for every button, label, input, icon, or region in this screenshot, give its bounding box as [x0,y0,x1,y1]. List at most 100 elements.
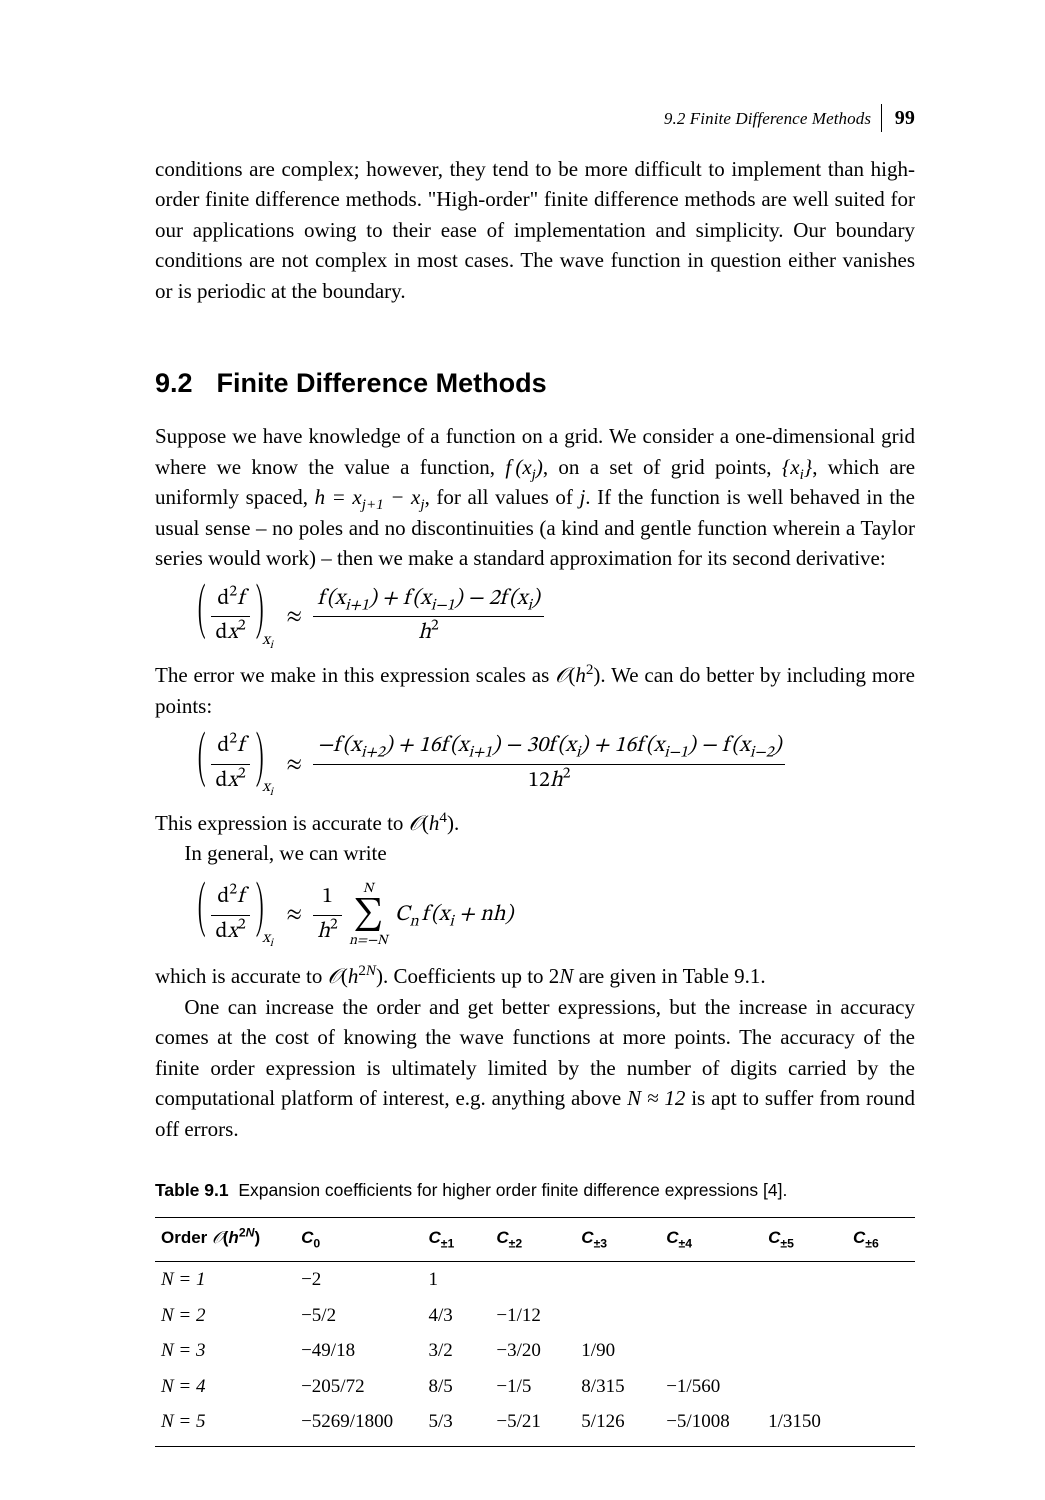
sum-top: N [349,879,388,899]
cell: 3/2 [422,1333,490,1369]
cell: 5/126 [575,1404,660,1446]
cell: −5/21 [490,1404,575,1446]
table-row: N = 2 −5/2 4/3 −1/12 [155,1298,915,1334]
cell: 1 [422,1262,490,1298]
cell [660,1262,762,1298]
order-h2: 𝒪 [555,663,568,687]
equation-3: ( d2f dx2 )xi ≈ 1 h2 N ∑ n=−N Cn f (xi +… [197,879,915,952]
paren-left: ( [198,573,206,660]
math-inline-h: h = xj+1 − xj [315,485,425,509]
cell [490,1262,575,1298]
cell [847,1262,915,1298]
cell-order: N = 2 [155,1298,295,1334]
math-n12: N ≈ 12 [627,1086,685,1110]
coefficients-table: Order 𝒪(h2N) C0 C±1 C±2 C±3 C±4 C±5 C±6 … [155,1217,915,1446]
table-body: N = 1 −2 1 N = 2 −5/2 4/3 −1/12 [155,1262,915,1447]
math-N: N [559,964,573,988]
para-general: In general, we can write [155,838,915,868]
running-rule [881,104,882,132]
cell: −5/2 [295,1298,422,1334]
page: 9.2 Finite Difference Methods 99 conditi… [0,0,1045,1500]
heading-title: Finite Difference Methods [217,368,547,398]
cell-order: N = 3 [155,1333,295,1369]
th-c5: C±5 [762,1218,847,1262]
text-fragment: , for all values of [425,485,580,509]
math-inline-fxj: f (xj) [505,455,543,479]
cell: −1/5 [490,1369,575,1405]
para-which: which is accurate to 𝒪(h2N). Coefficient… [155,961,915,991]
text-fragment: which is accurate to [155,964,328,988]
th-c6: C±6 [847,1218,915,1262]
table-header-row: Order 𝒪(h2N) C0 C±1 C±2 C±3 C±4 C±5 C±6 [155,1218,915,1262]
cell [847,1333,915,1369]
cell: 4/3 [422,1298,490,1334]
math-inline-set: {xi} [782,455,812,479]
para-accurate: This expression is accurate to 𝒪(h4). [155,808,915,838]
cell [762,1369,847,1405]
approx-sign: ≈ [286,606,302,628]
cell: −1/560 [660,1369,762,1405]
para-setup: Suppose we have knowledge of a function … [155,421,915,573]
sum-bottom: n=−N [349,931,388,951]
equation-2: ( d2f dx2 )xi ≈ −f (xi+2) + 16f (xi+1) −… [197,731,915,798]
cell: 8/5 [422,1369,490,1405]
cell [575,1298,660,1334]
d2f-dx2: d2f dx2 [211,584,249,651]
eq1-rhs: f (xi+1) + f (xi−1) − 2f (xi) h2 [313,584,544,651]
cell: 5/3 [422,1404,490,1446]
th-order: Order 𝒪(h2N) [155,1218,295,1262]
eq3-body: Cn f (xi + nh) [395,904,513,926]
cell: −5/1008 [660,1404,762,1446]
cell: −205/72 [295,1369,422,1405]
text-fragment: The error we make in this expression sca… [155,663,555,687]
running-section: 9.2 Finite Difference Methods [664,109,871,128]
cell-order: N = 5 [155,1404,295,1446]
cell [575,1262,660,1298]
cell [847,1298,915,1334]
cell: −5269/1800 [295,1404,422,1446]
cell [847,1404,915,1446]
eq3-prefac-num: 1 [313,882,342,914]
table-label: Table 9.1 [155,1180,229,1200]
cell-order: N = 1 [155,1262,295,1298]
cell [762,1333,847,1369]
cell: −1/12 [490,1298,575,1334]
table-caption-text: Expansion coefficients for higher order … [238,1180,787,1200]
eq-sub: xi [262,632,273,648]
order-h4: 𝒪 [409,811,422,835]
section-heading: 9.2 Finite Difference Methods [155,364,915,403]
cell: 8/315 [575,1369,660,1405]
text-fragment: , on a set of grid points, [543,455,782,479]
cell: −3/20 [490,1333,575,1369]
cell [660,1333,762,1369]
cell: 1/3150 [762,1404,847,1446]
para-roundoff: One can increase the order and get bette… [155,992,915,1144]
cell [762,1298,847,1334]
table-row: N = 5 −5269/1800 5/3 −5/21 5/126 −5/1008… [155,1404,915,1446]
th-c1: C±1 [422,1218,490,1262]
th-c3: C±3 [575,1218,660,1262]
equation-1: ( d2f dx2 )xi ≈ f (xi+1) + f (xi−1) − 2f… [197,584,915,651]
th-c0: C0 [295,1218,422,1262]
text-fragment: . [454,811,459,835]
cell-order: N = 4 [155,1369,295,1405]
text-fragment: are given in Table 9.1. [573,964,765,988]
cell [660,1298,762,1334]
cell: −49/18 [295,1333,422,1369]
body: conditions are complex; however, they te… [155,154,915,1447]
heading-number: 9.2 [155,368,193,398]
summation: N ∑ n=−N [349,879,388,952]
intro-paragraph: conditions are complex; however, they te… [155,154,915,306]
table-caption: Table 9.1 Expansion coefficients for hig… [155,1178,915,1203]
text-fragment: . Coefficients up to 2 [383,964,559,988]
table-row: N = 3 −49/18 3/2 −3/20 1/90 [155,1333,915,1369]
cell: 1/90 [575,1333,660,1369]
th-c4: C±4 [660,1218,762,1262]
cell [762,1262,847,1298]
table-row: N = 1 −2 1 [155,1262,915,1298]
page-number: 99 [895,107,915,129]
cell: −2 [295,1262,422,1298]
cell [847,1369,915,1405]
para-error: The error we make in this expression sca… [155,660,915,721]
th-c2: C±2 [490,1218,575,1262]
